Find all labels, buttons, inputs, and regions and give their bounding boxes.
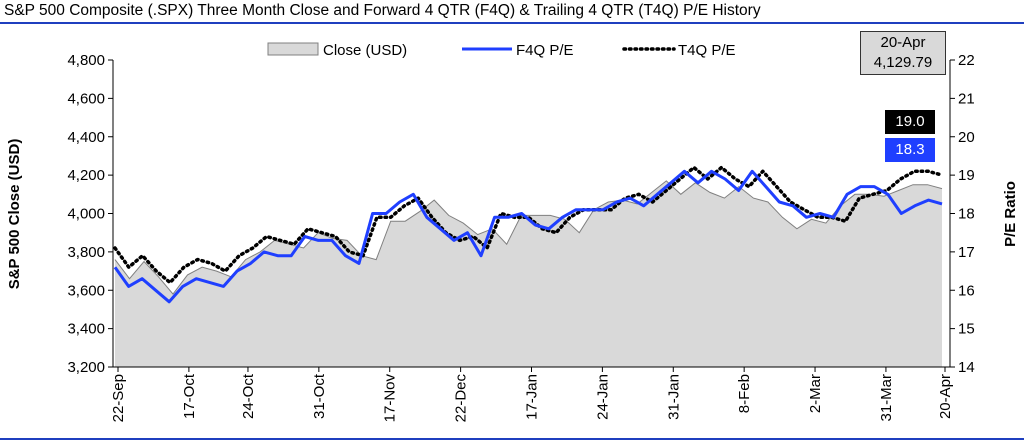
legend-label-close: Close (USD) — [323, 42, 407, 59]
y-tick-label: 4,400 — [67, 129, 105, 146]
y2-axis-title: P/E Ratio — [1002, 181, 1019, 247]
y2-tick-label: 16 — [958, 282, 975, 299]
x-tick-label: 8-Feb — [736, 374, 753, 413]
legend-label-t4q: T4Q P/E — [678, 42, 736, 59]
callout-value: 4,129.79 — [873, 54, 933, 71]
series-close-area — [115, 180, 942, 367]
legend: Close (USD) F4Q P/E T4Q P/E — [267, 42, 736, 59]
x-tick-label: 17-Jan — [524, 374, 541, 420]
x-tick-label: 24-Oct — [240, 373, 257, 419]
series-f4q-line — [113, 169, 943, 304]
y2-tick-label: 20 — [958, 129, 975, 146]
x-tick-label: 17-Oct — [181, 373, 198, 419]
y2-tick-label: 18 — [958, 206, 975, 223]
legend-swatch-close — [267, 42, 319, 56]
x-tick-label: 31-Mar — [878, 374, 895, 422]
x-tick-label: 31-Oct — [311, 373, 328, 419]
legend-label-f4q: F4Q P/E — [516, 42, 574, 59]
y2-tick-label: 17 — [958, 244, 975, 261]
x-tick-label: 22-Sep — [110, 374, 127, 422]
title-rule — [0, 22, 1024, 24]
y-tick-label: 4,200 — [67, 167, 105, 184]
y-tick-label: 4,600 — [67, 90, 105, 107]
y-tick-label: 3,600 — [67, 282, 105, 299]
x-tick-label: 24-Jan — [594, 374, 611, 420]
y-axis-title: S&P 500 Close (USD) — [6, 139, 23, 290]
y-tick-label: 3,400 — [67, 321, 105, 338]
x-tick-label: 20-Apr — [937, 374, 954, 419]
y2-tick-label: 22 — [958, 52, 975, 69]
t4q-value-tag: 19.0 — [885, 110, 935, 134]
y2-tick-label: 21 — [958, 90, 975, 107]
last-close-callout: 20-Apr 4,129.79 — [860, 31, 946, 75]
bottom-rule — [0, 438, 1024, 440]
y-tick-label: 3,200 — [67, 359, 105, 376]
chart: 3,200 3,400 3,600 3,800 4,000 4,200 4,400 4,600… — [6, 42, 1019, 422]
x-tick-label: 17-Nov — [382, 374, 399, 423]
y2-tick-label: 19 — [958, 167, 975, 184]
y2-tick-label: 14 — [958, 359, 975, 376]
chart-title: S&P 500 Composite (.SPX) Three Month Clo… — [4, 2, 761, 19]
y2-tick-label: 15 — [958, 321, 975, 338]
y-tick-label: 4,800 — [67, 52, 105, 69]
f4q-value-tag: 18.3 — [885, 138, 935, 162]
x-tick-label: 2-Mar — [807, 374, 824, 413]
x-tick-label: 22-Dec — [453, 374, 470, 423]
y-tick-label: 3,800 — [67, 244, 105, 261]
series-close-line — [114, 180, 943, 295]
plot-area: 3,200 3,400 3,600 3,800 4,000 4,200 4,400 4,600… — [67, 52, 974, 422]
y-tick-label: 4,000 — [67, 206, 105, 223]
x-tick-label: 31-Jan — [665, 374, 682, 420]
callout-date: 20-Apr — [880, 34, 926, 51]
